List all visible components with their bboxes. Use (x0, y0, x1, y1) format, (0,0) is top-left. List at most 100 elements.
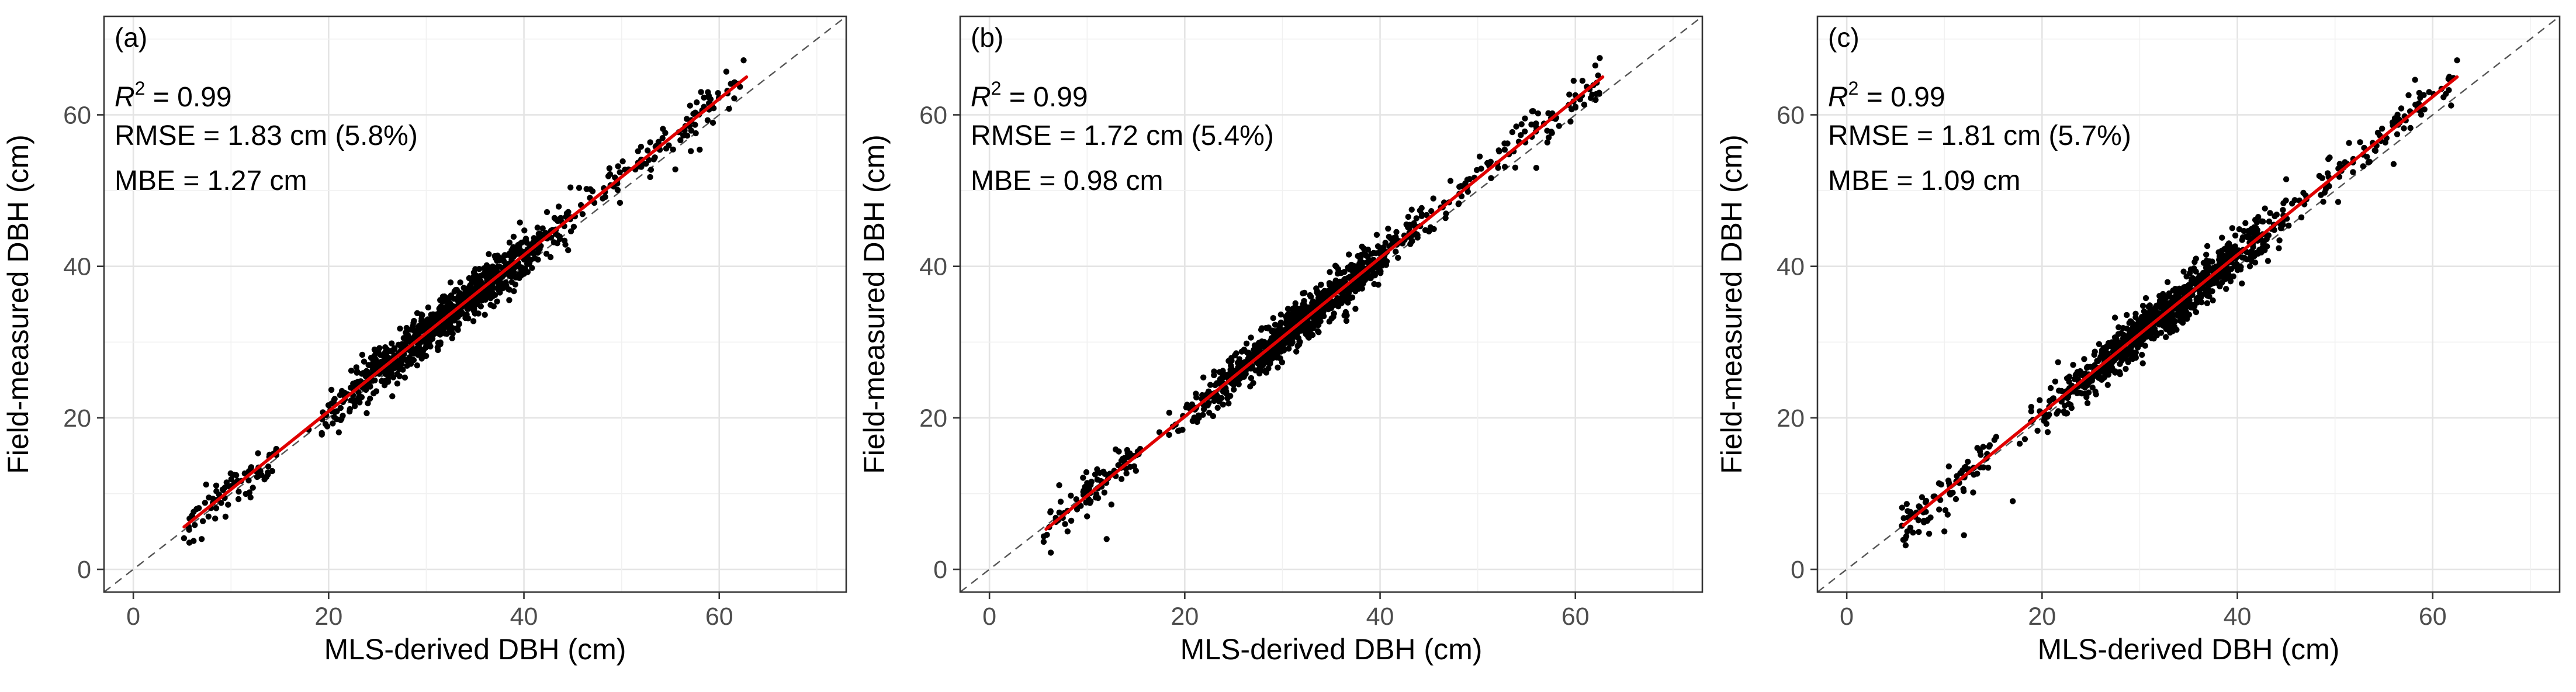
data-point (404, 338, 410, 345)
data-point (2178, 313, 2184, 319)
data-point (250, 485, 256, 491)
data-point (1907, 510, 1914, 517)
data-point (1572, 104, 1578, 111)
data-point (2342, 159, 2348, 165)
data-point (1093, 491, 1100, 497)
data-point (715, 90, 721, 96)
data-point (389, 347, 395, 354)
x-tick-label: 40 (510, 603, 538, 631)
data-point (318, 431, 325, 438)
rmse-annotation: RMSE = 1.81 cm (5.7%) (1828, 120, 2131, 151)
data-point (1427, 224, 1434, 231)
data-point (1941, 528, 1948, 535)
x-tick-label: 20 (1171, 603, 1199, 631)
data-point (2180, 268, 2187, 275)
data-point (1368, 251, 1374, 257)
data-point (507, 252, 514, 260)
data-point (2081, 356, 2087, 362)
data-point (2062, 402, 2068, 409)
data-point (2280, 207, 2286, 213)
data-point (1528, 121, 1535, 128)
data-point (2267, 210, 2273, 216)
data-point (1250, 380, 1256, 386)
data-point (417, 346, 423, 352)
data-point (615, 163, 621, 169)
data-point (452, 287, 459, 293)
data-point (1056, 509, 1062, 516)
data-point (1351, 267, 1357, 274)
data-point (457, 311, 463, 318)
data-point (1355, 252, 1361, 260)
data-point (587, 186, 594, 192)
data-point (692, 109, 699, 116)
data-point (1073, 496, 1079, 503)
data-point (726, 105, 732, 112)
data-point (1241, 347, 1248, 353)
data-point (2224, 245, 2230, 251)
data-point (550, 239, 558, 245)
data-point (2246, 250, 2252, 256)
data-point (1286, 320, 1293, 326)
data-point (2089, 384, 2096, 391)
data-point (1944, 511, 1951, 518)
data-point (680, 132, 687, 139)
data-point (705, 89, 711, 95)
data-point (414, 362, 420, 369)
data-point (1080, 475, 1086, 481)
data-point (331, 414, 338, 420)
gridlines (960, 16, 1702, 592)
data-point (704, 117, 711, 123)
data-point (510, 244, 517, 251)
data-point (2129, 326, 2135, 333)
regression-line (182, 75, 749, 529)
data-point (462, 314, 469, 321)
data-point (1393, 229, 1400, 236)
data-point (1199, 392, 1206, 399)
data-point (263, 473, 270, 480)
data-point (2336, 161, 2343, 167)
data-point (1522, 128, 1528, 135)
data-point (2104, 382, 2111, 388)
r-symbol: R (971, 82, 991, 113)
data-point (493, 265, 499, 272)
rmse-annotation: RMSE = 1.83 cm (5.8%) (115, 120, 418, 151)
data-point (1369, 268, 1376, 274)
data-point (491, 252, 498, 260)
data-point (186, 539, 193, 546)
data-point (1233, 350, 1239, 357)
data-point (1277, 319, 1284, 326)
data-point (410, 320, 417, 326)
data-point (2156, 321, 2163, 327)
data-point (1068, 492, 1074, 499)
panel-3: 0 20 40 60 0 20 40 60 MLS-derived DBH (cm) Field-… (1715, 15, 2561, 666)
data-point (414, 310, 421, 316)
r-symbol: R (115, 82, 135, 113)
data-point (1903, 501, 1910, 507)
data-point (2289, 200, 2295, 207)
data-point (2054, 410, 2060, 417)
data-point (437, 341, 444, 348)
data-point (1283, 313, 1289, 320)
data-point (1094, 476, 1101, 483)
data-point (2028, 404, 2034, 410)
data-point (483, 291, 490, 297)
data-point (2276, 245, 2282, 251)
data-point (524, 254, 531, 261)
data-point (1976, 448, 1983, 455)
data-point (1544, 139, 1550, 146)
data-point (1302, 326, 1308, 333)
data-point (731, 95, 738, 102)
data-point (2262, 247, 2268, 254)
data-point (2286, 222, 2292, 229)
data-point (1473, 167, 1480, 174)
data-point (1408, 206, 1415, 213)
data-point (418, 355, 425, 362)
data-point (2161, 320, 2168, 326)
data-point (222, 513, 229, 520)
data-point (561, 237, 568, 244)
data-point (2173, 327, 2180, 333)
x-axis-title: MLS-derived DBH (cm) (324, 633, 626, 666)
data-point (2170, 317, 2176, 324)
data-point (1991, 437, 1997, 443)
